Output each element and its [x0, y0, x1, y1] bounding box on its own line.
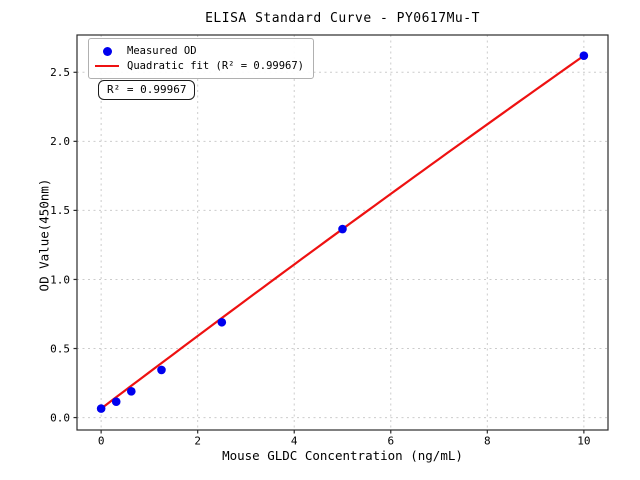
y-tick-label: 2.0	[50, 135, 70, 148]
y-tick-label: 0.0	[50, 411, 70, 424]
legend-label-measured-od: Measured OD	[127, 45, 197, 57]
y-tick-label: 1.0	[50, 273, 70, 286]
scatter-marker-icon	[102, 46, 112, 56]
legend-item-quadratic-fit: Quadratic fit (R² = 0.99967)	[94, 60, 304, 72]
data-point	[111, 397, 121, 406]
x-axis-label: Mouse GLDC Concentration (ng/mL)	[222, 448, 463, 463]
data-point	[217, 317, 227, 327]
legend: Measured OD Quadratic fit (R² = 0.99967)	[88, 38, 315, 79]
chart-title: ELISA Standard Curve - PY0617Mu-T	[205, 11, 480, 26]
data-point	[338, 224, 347, 234]
y-tick-label: 1.5	[50, 204, 70, 217]
legend-label-quadratic-fit: Quadratic fit (R² = 0.99967)	[127, 60, 305, 72]
line-marker-icon	[95, 64, 119, 68]
x-tick-label: 2	[194, 435, 201, 448]
legend-marker-box	[94, 64, 120, 68]
data-point	[127, 387, 136, 396]
data-point	[157, 365, 166, 375]
measured-od-points	[96, 51, 589, 413]
y-axis: 0.0 0.5 1.0 1.5 2.0 2.5	[50, 66, 77, 424]
data-point	[96, 404, 106, 413]
y-axis-label: OD Value(450nm)	[36, 178, 52, 292]
x-axis: 0 2 4 6 8 10	[98, 430, 590, 448]
data-point	[579, 51, 589, 61]
x-tick-label: 0	[98, 435, 105, 448]
x-tick-label: 4	[291, 435, 298, 448]
r-squared-annotation: R² = 0.99967	[98, 80, 196, 100]
legend-item-measured-od: Measured OD	[94, 45, 304, 57]
x-tick-label: 10	[577, 435, 590, 448]
y-tick-label: 2.5	[50, 66, 70, 79]
x-tick-label: 6	[387, 435, 394, 448]
x-tick-label: 8	[484, 435, 491, 448]
plot-border	[76, 34, 609, 431]
y-tick-label: 0.5	[50, 342, 70, 355]
legend-marker-box	[94, 46, 120, 56]
